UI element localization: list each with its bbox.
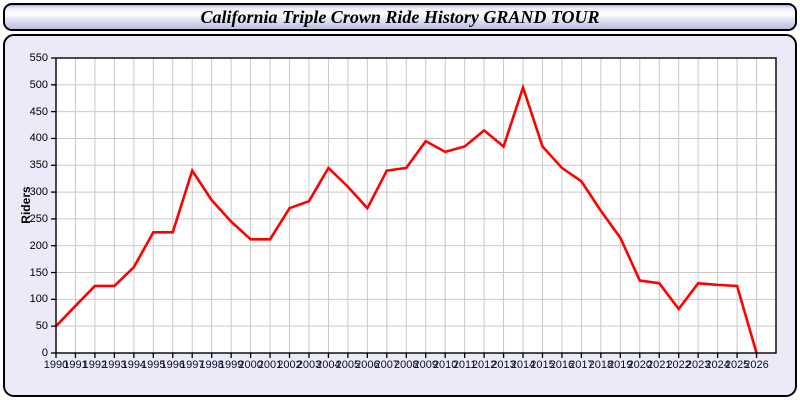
x-tick-label: 2017 (569, 359, 594, 371)
y-tick-label: 50 (35, 320, 48, 333)
x-tick-label: 2019 (608, 359, 633, 371)
x-tick-label: 1993 (102, 359, 127, 371)
y-tick-label: 150 (29, 266, 48, 279)
y-tick-label: 100 (29, 293, 48, 306)
x-tick-label: 1994 (121, 359, 147, 371)
y-tick-label: 200 (29, 239, 48, 252)
x-tick-label: 1991 (63, 359, 88, 371)
x-tick-label: 2000 (238, 359, 263, 371)
x-tick-label: 1995 (141, 359, 166, 371)
y-tick-label: 350 (29, 159, 48, 172)
x-tick-label: 2016 (549, 359, 575, 371)
x-tick-label: 2009 (413, 359, 438, 371)
chart-canvas (51, 57, 777, 358)
x-tick-label: 2008 (394, 359, 419, 371)
x-tick-label: 2026 (744, 359, 769, 371)
y-tick-label: 250 (29, 212, 48, 225)
x-tick-label: 2014 (510, 359, 536, 371)
x-tick-label: 2018 (588, 359, 614, 371)
y-tick-label: 300 (29, 186, 48, 199)
x-tick-label: 2020 (627, 359, 653, 371)
x-tick-label: 2024 (705, 359, 730, 371)
x-tick-label: 2013 (491, 359, 516, 371)
y-tick-label: 400 (29, 132, 48, 145)
x-tick-label: 2015 (530, 359, 555, 371)
x-tick-label: 2021 (646, 359, 672, 371)
title-bar: California Triple Crown Ride History GRA… (3, 3, 797, 31)
chart-panel: 0 50 100 150 200 250 300 350 400 450 500 550 1990 19… (3, 34, 797, 397)
x-tick-label: 2001 (257, 359, 283, 371)
y-tick-label: 0 (41, 347, 48, 359)
x-tick-label: 2007 (374, 359, 400, 371)
x-tick-label: 1990 (43, 359, 69, 371)
x-tick-label: 1992 (82, 359, 108, 371)
x-tick-label: 2012 (471, 359, 497, 371)
x-tick-label: 2023 (685, 359, 711, 371)
y-tick-label: 500 (29, 78, 48, 91)
page-title: California Triple Crown Ride History GRA… (200, 6, 600, 27)
x-tick-label: 2011 (452, 359, 477, 371)
y-axis-title: Riders (19, 186, 33, 224)
x-tick-label: 2025 (724, 359, 750, 371)
x-tick-label: 1997 (179, 359, 205, 371)
x-tick-label: 1996 (160, 359, 185, 371)
x-tick-label: 2022 (666, 359, 691, 371)
y-tick-label: 450 (29, 105, 48, 118)
x-tick-label: 2004 (316, 359, 341, 371)
x-tick-label: 2010 (432, 359, 458, 371)
x-tick-label: 2003 (296, 359, 322, 371)
x-tick-label: 2005 (335, 359, 361, 371)
x-tick-label: 1998 (199, 359, 224, 371)
y-tick-label: 550 (29, 52, 48, 64)
x-tick-label: 2006 (355, 359, 380, 371)
x-tick-label: 2002 (277, 359, 302, 371)
x-tick-label: 1999 (218, 359, 244, 371)
